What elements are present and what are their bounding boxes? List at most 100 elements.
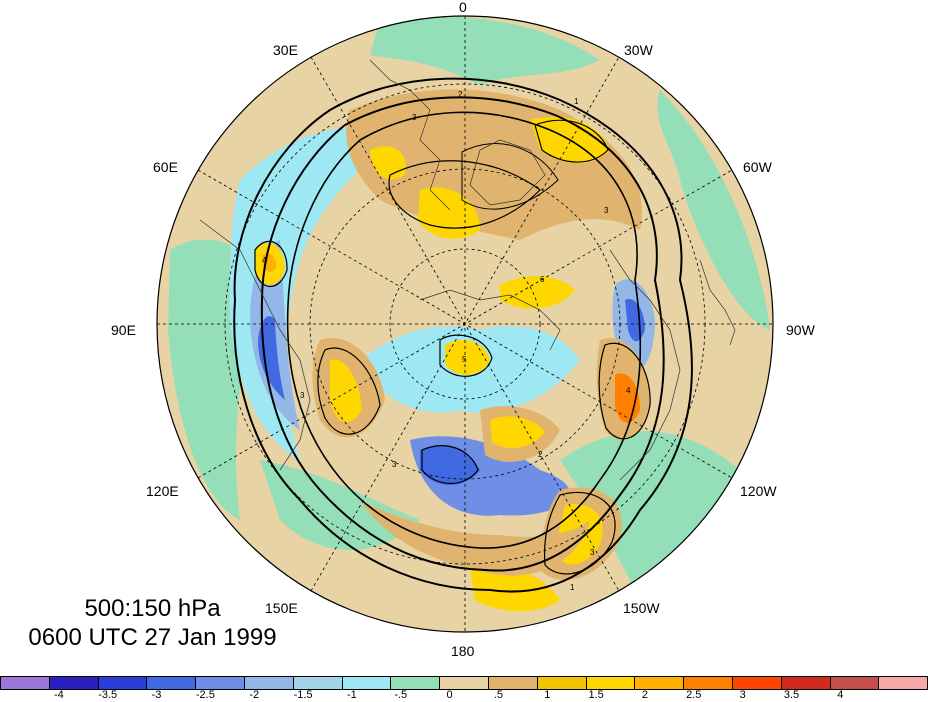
colorbar-swatch [244,677,294,689]
lon-label-90e: 90E [111,322,136,338]
colorbar [0,676,928,690]
colorbar-tick-label: -3.5 [98,689,118,701]
contour-outer [233,77,693,593]
colorbar-swatch [196,677,245,689]
lon-label-60e: 60E [153,159,178,175]
map-boundary [156,15,774,633]
colorbar-swatch [488,677,538,689]
colorbar-tick-label: -4 [53,689,64,701]
lon-label-120e: 120E [146,483,179,499]
contour-ne-loop [534,119,609,163]
contour-label: 4 [262,256,267,265]
coast-greenland [469,139,546,206]
colorbar-swatch [1,677,50,689]
contour-label: 6 [540,275,545,284]
meridian-150 [310,56,620,592]
lon-label-150e: 150E [265,600,298,616]
contour-ring2 [260,96,665,572]
colorbar-swatch [586,677,636,689]
colorbar-tick-label: 0 [446,689,453,701]
colorbar-tick-label: 2 [641,689,648,701]
coast-asia [199,219,311,471]
colorbar-swatch [879,677,928,689]
contour-blue-loop [421,445,479,484]
lon-label-180: 180 [451,643,475,659]
colorbar-swatch [342,677,392,689]
colorbar-swatch [732,677,782,689]
contour-label: 3 [590,548,595,557]
coast-mexico [699,259,736,346]
field-yellow-se-core [490,416,545,448]
colorbar-swatch [684,677,733,689]
field-yellow-center [445,340,490,376]
lon-label-0: 0 [459,0,467,15]
graticule [157,16,773,632]
colorbar-tick-label: 3 [739,689,746,701]
colorbar-swatch [49,677,99,689]
colorbar-tick-label: 4 [837,689,844,701]
contour-label: 3 [412,113,417,122]
contour-label: 3 [300,391,305,400]
field-yellow-bottom [470,566,560,612]
time-title: 0600 UTC 27 Jan 1999 [28,624,277,651]
contour-north-blue [461,143,559,210]
contour-label: 2 [538,450,543,459]
lon-label-30e: 30E [273,42,298,58]
contour-inner-n [388,160,541,229]
colorbar-tick-label: -3 [151,689,162,701]
colorbar-swatch [537,677,587,689]
contour-label: 3 [604,206,609,215]
colorbar-swatch [781,677,831,689]
colorbar-swatch [635,677,685,689]
lon-label-90w: 90W [786,322,815,338]
colorbar-tick-label: -1 [347,689,357,701]
field-yellow-sw-core [330,359,362,423]
colorbar-tick-label: 3.5 [783,689,800,701]
contour-label: 4 [626,386,631,395]
coast-arctic [419,289,561,351]
field-yellow-nw [370,146,406,180]
field-green-north [370,16,600,85]
colorbar-swatch [391,677,441,689]
coastlines [199,59,736,481]
colorbar-tick-label: -2.5 [195,689,215,701]
colorbar-tick-label: 1 [544,689,551,701]
lat-circle-1 [389,248,541,400]
level-title: 500:150 hPa [84,595,221,622]
field-green-east [657,90,770,330]
colorbar-swatch [98,677,148,689]
field-green-south [260,460,420,550]
lon-label-60w: 60W [743,159,772,175]
colorbar-tick-label: 1.5 [588,689,604,701]
coast-europe [369,59,451,211]
colorbar-tick-label: 2.5 [686,689,702,701]
colorbar-tick-label: .5 [493,689,503,701]
contour-west-loop [254,240,288,287]
contour-center [439,334,493,377]
colorbar-tick-label: -.5 [394,689,408,701]
contour-east-loop [598,342,651,440]
contour-label: 3 [392,460,397,469]
colorbar-tick-label: -1.5 [293,689,313,701]
lon-label-30w: 30W [624,42,653,58]
colorbar-tick-label: -2 [249,689,260,701]
colorbar-swatch [830,677,880,689]
field-blue-west-peak [258,316,285,400]
contour-label: 1 [574,97,579,106]
lon-label-150w: 150W [623,600,660,616]
colorbar-swatch [147,677,197,689]
contour-label: 1 [570,583,575,592]
lon-label-120w: 120W [740,483,777,499]
contour-sw-loop [317,347,381,435]
contour-south-loop [543,491,616,575]
contour-label: 5 [462,355,467,364]
contour-label: 2 [458,90,463,99]
contour-value-labels: 2 3 1 3 2 3 3 3 1 4 4 5 6 [262,90,631,592]
coast-america [609,249,681,481]
contour-lines [233,77,693,593]
colorbar-swatch [293,677,343,689]
field-yellow-mid-e [500,275,575,309]
field-yellow-ring-s [360,500,590,576]
contour-ring3 [286,111,642,549]
